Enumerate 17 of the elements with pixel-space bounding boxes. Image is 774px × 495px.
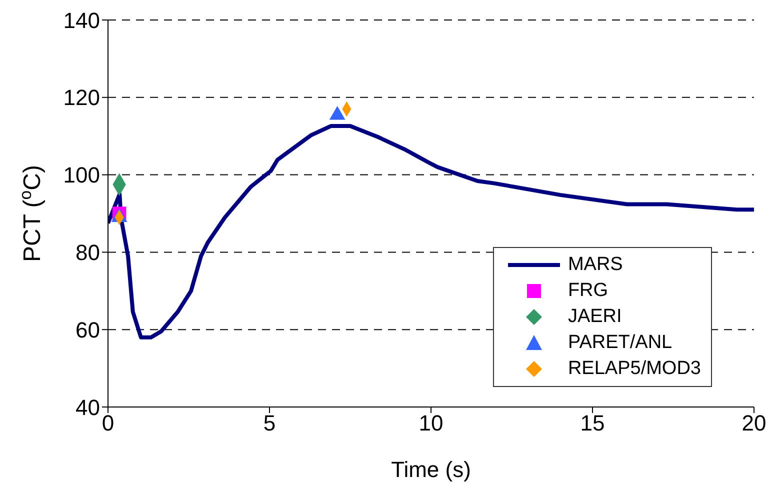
x-tick-label: 0 [102, 410, 114, 436]
x-tick-label: 15 [580, 410, 605, 436]
legend-label: PARET/ANL [568, 332, 672, 354]
x-tick-label: 10 [418, 410, 444, 436]
x-axis-title: Time (s) [391, 457, 471, 482]
legend-label: JAERI [568, 306, 622, 328]
y-tick-label: 80 [76, 240, 100, 266]
y-tick-label: 100 [63, 162, 100, 188]
legend-label: FRG [568, 280, 608, 302]
x-tick-label: 20 [742, 410, 766, 436]
y-tick-label: 120 [63, 85, 100, 110]
legend-label: MARS [568, 254, 623, 276]
legend-label: RELAP5/MOD3 [568, 358, 701, 380]
y-tick-label: 140 [63, 8, 100, 33]
y-tick-label: 60 [76, 317, 100, 342]
y-tick-label: 40 [76, 394, 100, 420]
x-tick-label: 5 [263, 410, 276, 436]
